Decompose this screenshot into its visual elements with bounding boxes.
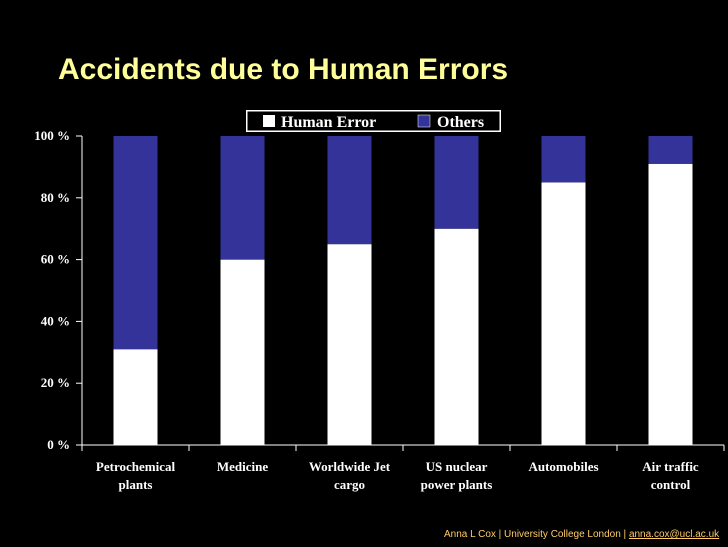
- legend-label-human-error: Human Error: [281, 114, 376, 131]
- footer-email-link[interactable]: anna.cox@ucl.ac.uk: [628, 529, 720, 540]
- bar-human-error: [220, 259, 265, 445]
- x-category-label: Medicine: [217, 459, 268, 474]
- bar-others: [220, 136, 265, 260]
- legend-swatch-human-error: [263, 115, 275, 127]
- legend-label-others: Others: [437, 114, 484, 131]
- bar-human-error: [434, 228, 479, 445]
- bar-others: [541, 136, 586, 183]
- slide-title: Accidents due to Human Errors: [58, 53, 509, 86]
- y-tick-label: 40 %: [41, 313, 70, 328]
- chart-labels: 0 % 20 % 40 % 60 % 80 % 100 % Petrochemical pla…: [34, 128, 699, 492]
- footer-text: Anna L Cox | University College London |: [444, 529, 627, 540]
- bar-others: [113, 136, 158, 350]
- y-tick-label: 60 %: [41, 252, 70, 267]
- bar-others: [434, 136, 479, 229]
- x-category-label: power plants: [421, 477, 493, 492]
- footer: Anna L Cox | University College London |…: [444, 528, 719, 542]
- legend-box-inner: [246, 110, 501, 132]
- chart-legend: Human Error Others: [246, 110, 501, 132]
- x-category-label: US nuclear: [426, 459, 488, 474]
- bar-human-error: [327, 244, 372, 445]
- bar-others: [327, 136, 372, 245]
- x-category-label: Air traffic: [642, 459, 699, 474]
- x-category-label: Petrochemical: [96, 459, 176, 474]
- bar-human-error: [648, 163, 693, 445]
- x-category-label: Worldwide Jet: [309, 459, 391, 474]
- legend-swatch-others: [417, 114, 431, 128]
- bar-human-error: [541, 182, 586, 445]
- bar-human-error: [113, 349, 158, 445]
- x-category-label: plants: [119, 477, 153, 492]
- x-category-label: cargo: [334, 477, 365, 492]
- y-tick-label: 20 %: [41, 375, 70, 390]
- x-category-label: Automobiles: [528, 459, 598, 474]
- x-category-label: control: [651, 477, 691, 492]
- y-tick-label: 0 %: [47, 437, 70, 452]
- chart-axes: [76, 135, 725, 451]
- y-tick-label: 80 %: [41, 190, 70, 205]
- y-tick-label: 100 %: [34, 128, 70, 143]
- bar-others: [648, 136, 693, 164]
- chart-bars: [113, 136, 693, 445]
